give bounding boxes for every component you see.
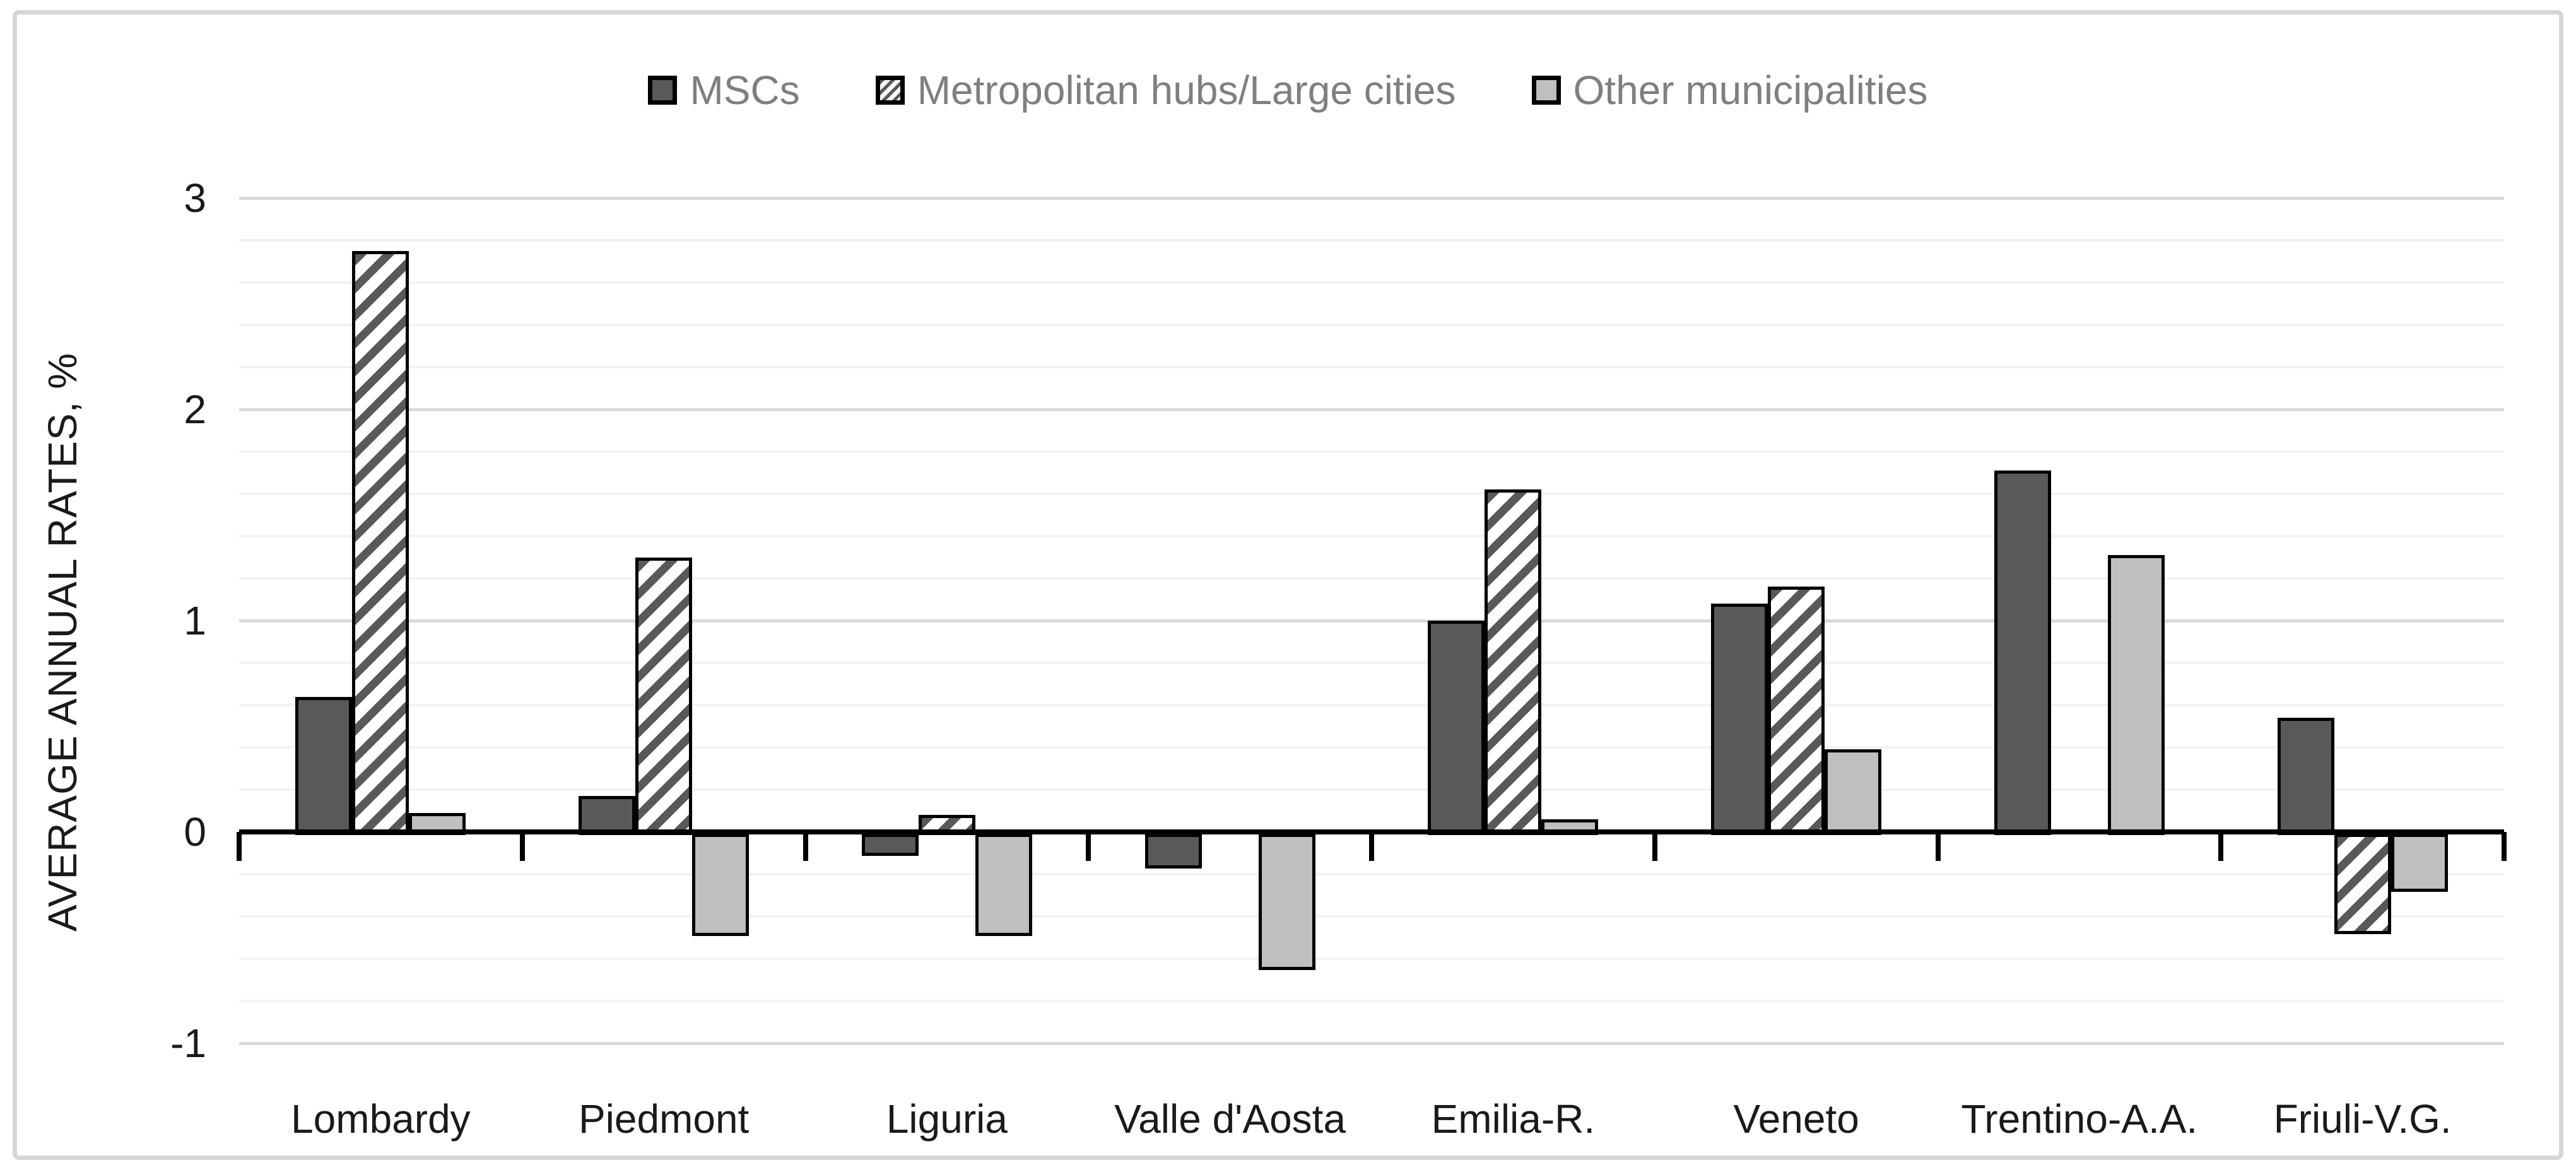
bar-mscs-liguria bbox=[861, 834, 919, 857]
x-axis-label: Trentino-A.A. bbox=[1961, 1096, 2198, 1142]
gridline bbox=[239, 788, 2504, 791]
gridline bbox=[239, 619, 2504, 623]
y-axis-tick-label: 1 bbox=[184, 598, 206, 643]
chart-legend: MSCs Metropolitan hubs/Large cities Othe… bbox=[17, 70, 2559, 110]
x-axis-label: Valle d'Aosta bbox=[1114, 1096, 1346, 1142]
bar-metropolitan-hubs-large-cities-friuli-v-g bbox=[2334, 834, 2391, 935]
bar-other-municipalities-valle-d-aosta bbox=[1258, 834, 1315, 971]
bar-mscs-lombardy bbox=[295, 696, 353, 835]
y-axis-tick-label: 0 bbox=[184, 809, 206, 855]
gridline bbox=[239, 239, 2504, 242]
legend-item-other: Other municipalities bbox=[1531, 67, 1928, 113]
y-axis-tick-label: 2 bbox=[184, 387, 206, 432]
gridline bbox=[239, 662, 2504, 664]
gridline bbox=[239, 577, 2504, 580]
bar-other-municipalities-friuli-v-g bbox=[2391, 834, 2448, 892]
bar-mscs-emilia-r bbox=[1428, 621, 1485, 835]
gridline bbox=[239, 281, 2504, 284]
x-axis-tick bbox=[1369, 832, 1374, 861]
gridline bbox=[239, 704, 2504, 706]
legend-label-other: Other municipalities bbox=[1573, 67, 1928, 113]
legend-item-metropolitan: Metropolitan hubs/Large cities bbox=[875, 67, 1456, 113]
x-axis-tick bbox=[1086, 832, 1091, 861]
gridline bbox=[239, 450, 2504, 453]
bar-other-municipalities-veneto bbox=[1825, 749, 1882, 835]
x-axis-tick bbox=[2218, 832, 2224, 861]
x-axis-tick bbox=[1935, 832, 1941, 861]
x-axis-label: Veneto bbox=[1733, 1096, 1859, 1142]
x-axis-label: Liguria bbox=[886, 1096, 1008, 1142]
gridline bbox=[239, 493, 2504, 495]
bar-other-municipalities-trentino-a-a bbox=[2107, 555, 2165, 835]
bar-metropolitan-hubs-large-cities-emilia-r bbox=[1485, 489, 1542, 835]
x-axis-tick bbox=[2502, 832, 2507, 861]
bar-mscs-trentino-a-a bbox=[1994, 471, 2051, 835]
chart-figure: MSCs Metropolitan hubs/Large cities Othe… bbox=[13, 10, 2563, 1160]
bar-mscs-veneto bbox=[1711, 604, 1768, 835]
bar-mscs-valle-d-aosta bbox=[1144, 834, 1202, 869]
legend-swatch-hatch-icon bbox=[875, 76, 905, 105]
legend-swatch-solid-light-icon bbox=[1531, 76, 1561, 105]
y-axis-tick-label: 3 bbox=[184, 175, 206, 221]
bar-metropolitan-hubs-large-cities-veneto bbox=[1768, 587, 1825, 835]
legend-label-mscs: MSCs bbox=[690, 67, 800, 113]
x-axis-tick bbox=[519, 832, 525, 861]
gridline bbox=[239, 408, 2504, 411]
x-axis-label: Emilia-R. bbox=[1431, 1096, 1596, 1142]
bar-other-municipalities-liguria bbox=[975, 834, 1032, 937]
x-axis-tick bbox=[1652, 832, 1657, 861]
gridline bbox=[239, 197, 2504, 200]
x-axis-tick bbox=[803, 832, 808, 861]
x-axis-tick bbox=[237, 832, 242, 861]
plot-area bbox=[237, 156, 2507, 1085]
x-axis-label: Piedmont bbox=[578, 1096, 750, 1142]
gridline bbox=[239, 535, 2504, 537]
gridline bbox=[239, 746, 2504, 749]
gridline bbox=[239, 366, 2504, 368]
gridline bbox=[239, 1000, 2504, 1002]
gridline bbox=[239, 324, 2504, 326]
bar-metropolitan-hubs-large-cities-lombardy bbox=[352, 250, 409, 835]
bar-mscs-friuli-v-g bbox=[2277, 718, 2334, 835]
bar-metropolitan-hubs-large-cities-piedmont bbox=[635, 557, 693, 835]
legend-item-mscs: MSCs bbox=[648, 67, 800, 113]
gridline bbox=[239, 915, 2504, 918]
x-axis-label: Lombardy bbox=[291, 1096, 471, 1142]
legend-swatch-solid-dark-icon bbox=[648, 76, 678, 105]
bar-other-municipalities-piedmont bbox=[692, 834, 750, 937]
y-axis-tick-label: -1 bbox=[170, 1021, 206, 1066]
gridline bbox=[239, 1042, 2504, 1045]
x-axis-label: Friuli-V.G. bbox=[2273, 1096, 2452, 1142]
legend-label-metropolitan: Metropolitan hubs/Large cities bbox=[917, 67, 1456, 113]
gridline bbox=[239, 957, 2504, 960]
gridline bbox=[239, 873, 2504, 875]
